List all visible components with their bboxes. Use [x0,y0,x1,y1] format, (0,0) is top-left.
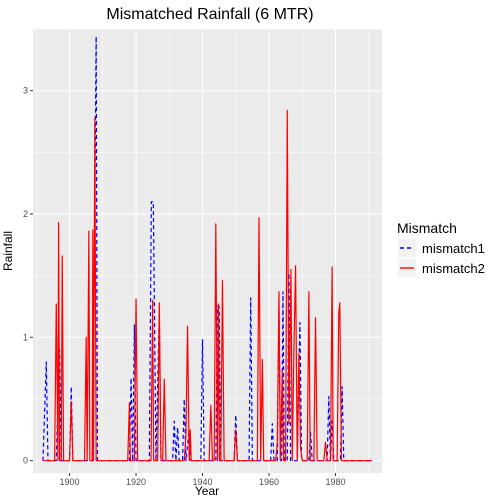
x-tick-label: 1940 [192,477,212,487]
minor-gridlines [33,28,382,473]
y-tick-label: 0 [23,456,28,466]
x-axis-title: Year [195,484,219,498]
x-tick-label: 1920 [126,477,146,487]
y-tick-label: 1 [23,332,28,342]
legend-label-mismatch2: mismatch2 [422,261,485,276]
y-axis-title: Rainfall [1,231,15,271]
x-axis: 1900 1920 1940 1960 1980 [60,473,345,487]
y-tick-label: 2 [23,209,28,219]
legend-label-mismatch1: mismatch1 [422,241,485,256]
chart-title: Mismatched Rainfall (6 MTR) [106,6,313,23]
legend: Mismatch mismatch1 mismatch2 [397,220,485,277]
series-line-mismatch2 [42,109,373,462]
x-tick-label: 1900 [60,477,80,487]
series-layer [42,35,373,462]
legend-title: Mismatch [397,220,457,236]
y-axis: 0 1 2 3 [23,86,33,466]
y-tick-label: 3 [23,86,28,96]
x-tick-label: 1960 [259,477,279,487]
x-tick-label: 1980 [325,477,345,487]
legend-items: mismatch1 mismatch2 [398,239,485,277]
